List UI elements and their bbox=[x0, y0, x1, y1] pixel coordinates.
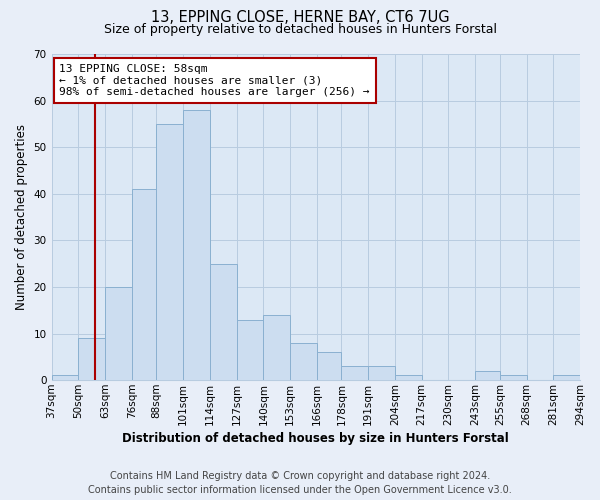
Bar bbox=[132, 189, 157, 380]
Bar bbox=[78, 338, 105, 380]
X-axis label: Distribution of detached houses by size in Hunters Forstal: Distribution of detached houses by size … bbox=[122, 432, 509, 445]
Bar bbox=[290, 343, 317, 380]
Bar bbox=[341, 366, 368, 380]
Text: 13 EPPING CLOSE: 58sqm
← 1% of detached houses are smaller (3)
98% of semi-detac: 13 EPPING CLOSE: 58sqm ← 1% of detached … bbox=[59, 64, 370, 97]
Bar bbox=[210, 264, 236, 380]
Bar bbox=[52, 376, 78, 380]
Bar bbox=[553, 376, 580, 380]
Bar bbox=[236, 320, 263, 380]
Bar bbox=[368, 366, 395, 380]
Bar bbox=[395, 376, 422, 380]
Bar bbox=[157, 124, 183, 380]
Bar bbox=[183, 110, 210, 380]
Text: 13, EPPING CLOSE, HERNE BAY, CT6 7UG: 13, EPPING CLOSE, HERNE BAY, CT6 7UG bbox=[151, 10, 449, 25]
Bar bbox=[263, 315, 290, 380]
Y-axis label: Number of detached properties: Number of detached properties bbox=[15, 124, 28, 310]
Text: Size of property relative to detached houses in Hunters Forstal: Size of property relative to detached ho… bbox=[104, 22, 497, 36]
Bar bbox=[105, 287, 132, 380]
Bar bbox=[475, 371, 500, 380]
Text: Contains HM Land Registry data © Crown copyright and database right 2024.
Contai: Contains HM Land Registry data © Crown c… bbox=[88, 471, 512, 495]
Bar bbox=[500, 376, 527, 380]
Bar bbox=[317, 352, 341, 380]
